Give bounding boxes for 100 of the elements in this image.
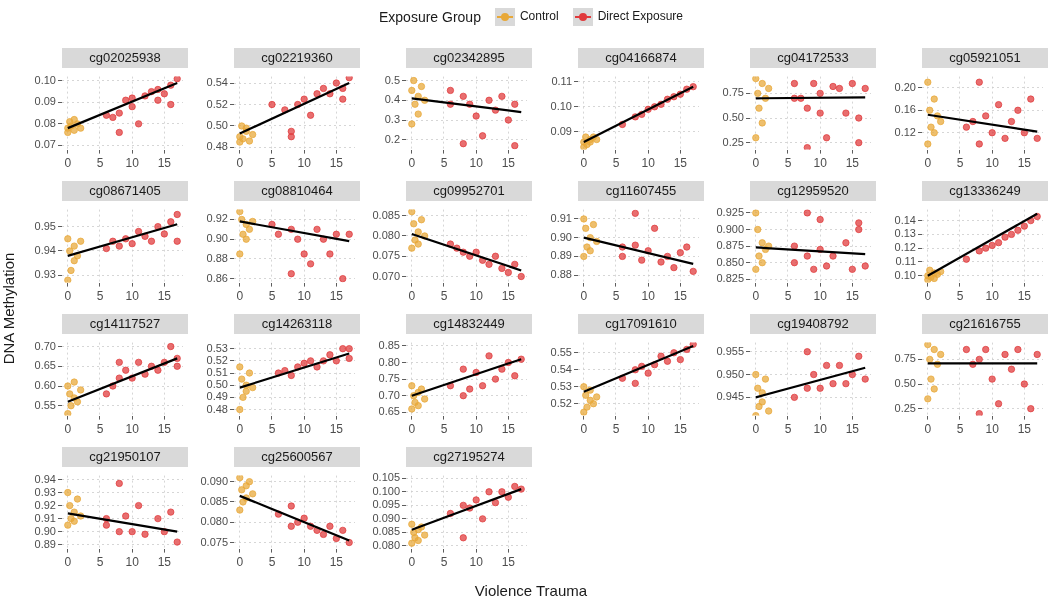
x-tick-label: 15	[1017, 156, 1032, 171]
y-tick-label: 0.085	[372, 525, 400, 538]
y-tick-label: 0.25	[722, 135, 744, 148]
x-tick-label: 15	[845, 156, 860, 171]
y-tick-label: 0.92	[206, 212, 228, 225]
y-tick-label: 0.70	[378, 388, 400, 401]
x-tick-label: 5	[784, 422, 792, 437]
x-tick-label: 0	[64, 289, 72, 304]
text: DNA Methylation	[0, 251, 17, 367]
x-tick-label: 10	[125, 555, 140, 570]
chart-title: cg25600567	[234, 447, 360, 467]
x-tick-label: 5	[96, 422, 104, 437]
x-tick-label: 15	[501, 555, 516, 570]
y-tick-label: 0.93	[34, 268, 56, 281]
x-tick-label: 10	[297, 555, 312, 570]
chart-title: cg21616755	[922, 314, 1048, 334]
x-tick-label: 5	[440, 422, 448, 437]
y-tick-label: 0.16	[894, 103, 916, 116]
y-tick-label: 0.54	[206, 76, 228, 89]
y-tick-label: 0.48	[206, 140, 228, 153]
chart-title: cg27195274	[406, 447, 532, 467]
y-tick-label: 0.52	[206, 353, 228, 366]
x-tick-label: 0	[924, 289, 932, 304]
y-tick-label: 0.08	[34, 116, 56, 129]
x-tick-label: 0	[752, 422, 760, 437]
x-tick-label: 5	[784, 289, 792, 304]
y-tick-label: 0.080	[372, 538, 400, 551]
y-tick-label: 0.53	[206, 341, 228, 354]
y-tick-label: 0.60	[34, 379, 56, 392]
y-tick-label: 0.50	[206, 378, 228, 391]
y-tick-label: 0.095	[372, 498, 400, 511]
y-tick-label: 0.93	[34, 485, 56, 498]
y-tick-label: 0.88	[206, 251, 228, 264]
y-tick-label: 0.48	[206, 402, 228, 415]
y-tick-label: 0.91	[34, 511, 56, 524]
y-tick-label: 0.89	[550, 249, 572, 262]
y-tick-label: 0.11	[551, 74, 572, 87]
x-tick-label: 5	[784, 156, 792, 171]
y-tick-label: 0.85	[378, 338, 400, 351]
y-tick-label: 0.10	[550, 99, 572, 112]
y-tick-label: 0.875	[716, 239, 744, 252]
y-tick-label: 0.50	[722, 111, 744, 124]
y-tick-label: 0.75	[378, 372, 400, 385]
y-tick-label: 0.10	[34, 73, 56, 86]
chart-title: cg04166874	[578, 48, 704, 68]
x-tick-label: 0	[236, 555, 244, 570]
x-tick-label: 10	[469, 289, 484, 304]
y-tick-label: 0.075	[372, 249, 400, 262]
x-tick-label: 10	[125, 422, 140, 437]
chart-title: cg02025938	[62, 48, 188, 68]
legend-label: Direct Exposure	[597, 9, 683, 24]
y-tick-label: 0.12	[894, 241, 916, 254]
x-tick-label: 15	[501, 289, 516, 304]
y-tick-label: 0.50	[894, 377, 916, 390]
x-tick-label: 0	[64, 422, 72, 437]
x-tick-label: 0	[580, 156, 588, 171]
y-tick-label: 0.090	[372, 511, 400, 524]
y-tick-label: 0.51	[206, 366, 228, 379]
y-tick-label: 0.945	[716, 390, 744, 403]
chart-title: cg09952701	[406, 181, 532, 201]
x-tick-label: 5	[440, 289, 448, 304]
chart-title: cg14832449	[406, 314, 532, 334]
x-tick-label: 0	[924, 156, 932, 171]
x-tick-label: 10	[297, 156, 312, 171]
y-tick-label: 0.09	[34, 95, 56, 108]
x-tick-label: 0	[580, 289, 588, 304]
y-tick-label: 0.25	[894, 401, 916, 414]
x-tick-label: 5	[956, 156, 964, 171]
x-tick-label: 5	[956, 289, 964, 304]
y-tick-label: 0.75	[722, 86, 744, 99]
x-tick-label: 10	[641, 289, 656, 304]
x-tick-label: 15	[157, 555, 172, 570]
x-tick-label: 15	[673, 156, 688, 171]
y-tick-label: 0.070	[372, 269, 400, 282]
text: Violence Trauma	[473, 582, 589, 599]
x-tick-label: 15	[329, 289, 344, 304]
y-tick-label: 0.080	[200, 515, 228, 528]
y-tick-label: 0.850	[716, 255, 744, 268]
x-tick-label: 5	[268, 422, 276, 437]
x-tick-label: 5	[96, 156, 104, 171]
chart-title: cg19408792	[750, 314, 876, 334]
x-tick-label: 0	[752, 156, 760, 171]
chart-title: cg08671405	[62, 181, 188, 201]
x-tick-label: 5	[96, 289, 104, 304]
x-tick-label: 0	[236, 156, 244, 171]
y-tick-label: 0.10	[894, 268, 916, 281]
x-tick-label: 10	[469, 156, 484, 171]
y-tick-label: 0.105	[372, 471, 400, 484]
x-tick-label: 10	[641, 156, 656, 171]
x-tick-label: 5	[268, 555, 276, 570]
x-tick-label: 0	[408, 422, 416, 437]
x-tick-label: 10	[985, 156, 1000, 171]
x-tick-label: 5	[612, 422, 620, 437]
y-tick-label: 0.70	[34, 339, 56, 352]
x-tick-label: 0	[408, 156, 416, 171]
x-tick-label: 0	[236, 422, 244, 437]
x-tick-label: 0	[408, 289, 416, 304]
x-tick-label: 10	[985, 422, 1000, 437]
chart-title: cg02342895	[406, 48, 532, 68]
legend-label: Control	[519, 9, 559, 24]
